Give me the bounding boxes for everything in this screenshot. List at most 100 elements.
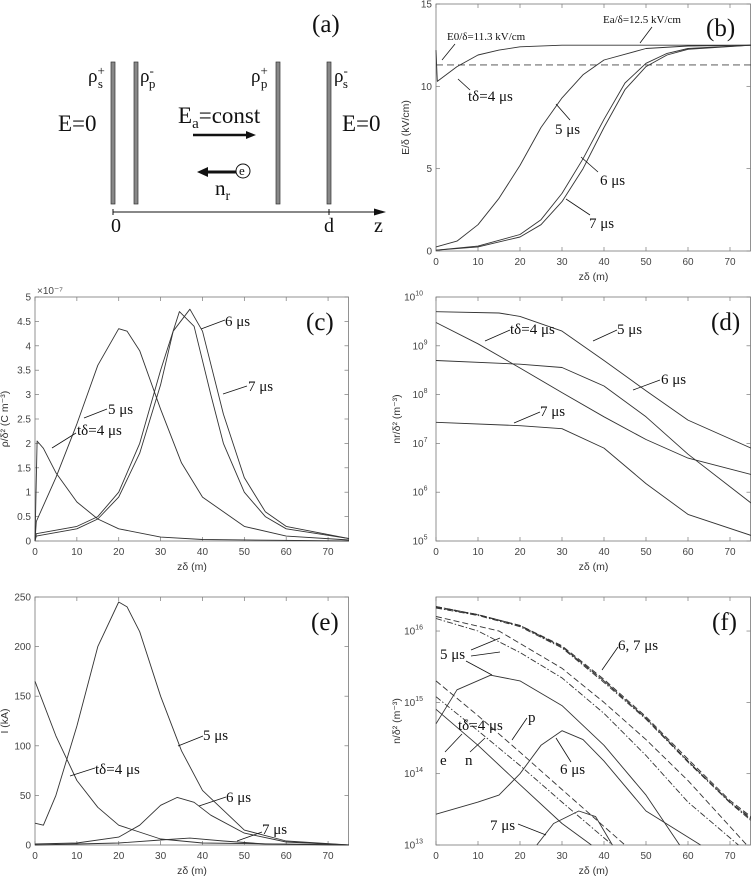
x-tick-label: 0 — [32, 547, 38, 558]
x-axis-label: zδ (m) — [579, 271, 609, 283]
x-tick-label: 30 — [556, 547, 568, 558]
chart-panel-c: 0 10 20 30 40 50 60 70 0 0.5 1 1.5 2 2.5 3 3.5 4 4.5 5 zδ (… — [0, 286, 350, 573]
y-tick-label: 105 — [412, 535, 427, 548]
chart-panel-b: 0 10 20 30 40 50 60 70 0 5 10 15 zδ (m) E/δ (kV/cm) (b… — [400, 0, 751, 283]
annotation-f-4us: tδ=4 μs — [458, 718, 503, 734]
y-tick-label: 5 — [25, 293, 31, 304]
axis-z-label: z — [374, 215, 383, 237]
series-line-6-s — [34, 311, 350, 542]
plot-frame — [34, 296, 349, 542]
panel-label-f: (f) — [712, 609, 737, 636]
x-tick-label: 30 — [155, 851, 167, 862]
series-line-5-s-p — [435, 616, 748, 846]
x-tick-label: 20 — [113, 851, 125, 862]
y-tick-label: 1016 — [404, 625, 423, 638]
x-tick-label: 10 — [71, 851, 83, 862]
x-tick-label: 10 — [71, 547, 83, 558]
y-tick-label: 1015 — [404, 696, 423, 709]
x-tick-label: 70 — [323, 851, 335, 862]
y-axis-exponent: ×10⁻⁷ — [37, 286, 63, 297]
label-rho-p-minus: ρ-p — [140, 63, 155, 91]
x-tick-label: 0 — [433, 851, 439, 862]
series-line-4-s — [435, 322, 751, 475]
series-line-7-s — [34, 837, 350, 846]
y-tick-label: 0 — [25, 841, 31, 852]
y-tick-label: 0 — [25, 537, 31, 548]
series-line-7-s — [435, 44, 751, 251]
electron-arrow-left — [197, 167, 236, 177]
x-tick-label: 50 — [239, 547, 251, 558]
x-axis-label: zδ (m) — [177, 561, 207, 573]
plate-rho-s-plus — [110, 61, 116, 205]
x-tick-label: 20 — [514, 547, 526, 558]
plate-rho-p-plus — [275, 61, 281, 205]
annotation-e0: E0/δ=11.3 kV/cm — [447, 31, 526, 43]
annotation-d-5us: 5 μs — [617, 322, 642, 338]
series-line-6-s — [435, 44, 751, 251]
annotation-b-7us: 7 μs — [589, 216, 614, 232]
label-ea-const: Ea=const — [178, 103, 261, 132]
panel-label-d: (d) — [711, 309, 740, 336]
axis-origin-label: 0 — [111, 215, 121, 237]
series-line-5-s-e — [435, 674, 680, 846]
y-tick-label: 1014 — [404, 767, 423, 780]
annotation-f-67us: 6, 7 μs — [618, 638, 658, 654]
electron-label: e — [239, 163, 245, 178]
y-tick-label: 4.5 — [17, 317, 31, 328]
x-tick-label: 60 — [682, 851, 694, 862]
series-line-6-s-n — [435, 606, 751, 820]
x-tick-label: 0 — [32, 851, 38, 862]
annotation-b-5us: 5 μs — [555, 122, 580, 138]
x-tick-label: 40 — [197, 851, 209, 862]
plate-rho-p-minus — [133, 61, 139, 205]
x-axis-label: zδ (m) — [177, 865, 207, 877]
x-tick-label: 0 — [433, 547, 439, 558]
annotation-d-4us: tδ=4 μs — [510, 322, 555, 338]
y-tick-label: 109 — [412, 339, 427, 352]
x-tick-label: 20 — [514, 257, 526, 268]
y-tick-label: 2 — [25, 439, 31, 450]
annotation-f-7us: 7 μs — [490, 818, 515, 834]
x-tick-label: 70 — [323, 547, 335, 558]
plate-rho-s-minus — [326, 61, 332, 205]
annotation-arrows-b — [441, 26, 653, 216]
label-rho-s-minus: ρ-s — [334, 63, 348, 91]
series-line-4-s — [34, 681, 350, 846]
y-tick-label: 108 — [412, 388, 427, 401]
chart-panel-f: 0 10 20 30 40 50 60 70 1013 1014 1015 1016 zδ (m) n/δ… — [391, 596, 751, 877]
x-axis-label: zδ (m) — [579, 865, 609, 877]
annotation-d-6us: 6 μs — [661, 372, 686, 388]
panel-d-annotations: tδ=4 μs 5 μs 6 μs 7 μs — [484, 322, 686, 424]
plot-frame — [34, 596, 349, 846]
series-line-7-s — [435, 421, 751, 536]
y-tick-label: 150 — [14, 692, 31, 703]
annotation-c-7us: 7 μs — [248, 379, 273, 395]
y-tick-label: 1010 — [404, 291, 423, 304]
y-tick-label: 250 — [14, 593, 31, 604]
series-line-7-s-e — [536, 810, 613, 846]
y-tick-label: 15 — [421, 0, 433, 11]
x-tick-label: 40 — [197, 547, 209, 558]
x-tick-label: 70 — [724, 851, 736, 862]
x-tick-label: 60 — [281, 851, 293, 862]
x-tick-label: 20 — [113, 547, 125, 558]
x-tick-label: 10 — [472, 257, 484, 268]
annotation-f-6us: 6 μs — [560, 762, 585, 778]
annotation-b-6us: 6 μs — [600, 173, 625, 189]
y-axis-label: E/δ (kV/cm) — [400, 100, 412, 155]
x-tick-label: 60 — [682, 257, 694, 268]
x-tick-label: 30 — [556, 851, 568, 862]
series-line-7-s-p — [435, 606, 751, 819]
annotation-d-7us: 7 μs — [540, 404, 565, 420]
x-tick-label: 10 — [472, 547, 484, 558]
x-tick-label: 30 — [155, 547, 167, 558]
y-tick-label: 0 — [426, 247, 432, 258]
label-e-zero-left: E=0 — [58, 111, 97, 136]
y-axis-label: I (kA) — [0, 708, 11, 733]
field-arrow-right — [193, 131, 256, 139]
plot-frame — [435, 296, 751, 542]
annotation-b-4us: tδ=4 μs — [468, 89, 513, 105]
y-tick-label: 3 — [25, 390, 31, 401]
series-line-6-s-e — [435, 730, 701, 846]
